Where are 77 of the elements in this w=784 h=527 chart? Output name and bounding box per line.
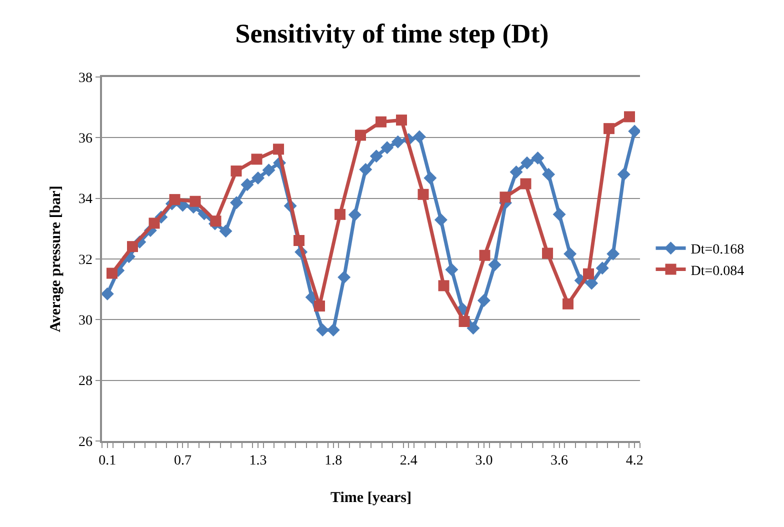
x-tick-label: 0.7: [174, 454, 192, 469]
point: [230, 166, 242, 177]
point: [126, 241, 138, 252]
point: [500, 192, 511, 203]
point: [240, 178, 254, 192]
x-tick-label: 1.3: [249, 454, 267, 469]
point: [252, 172, 265, 185]
point: [210, 216, 222, 227]
point: [477, 294, 490, 308]
point: [370, 150, 383, 163]
point: [326, 323, 340, 336]
point: [564, 247, 577, 260]
point: [359, 163, 372, 176]
y-axis-title: Average pressure [bar]: [48, 186, 64, 332]
legend-label: Dt=0.084: [690, 264, 744, 279]
x-axis-title: Time [years]: [330, 490, 412, 506]
point: [617, 168, 630, 181]
point: [348, 208, 362, 222]
point: [418, 188, 429, 200]
point: [606, 247, 620, 260]
point: [624, 111, 635, 122]
point: [628, 124, 640, 138]
point: [294, 235, 305, 246]
point: [552, 208, 566, 221]
x-tick-label: 2.4: [400, 454, 418, 469]
y-tick-label: 30: [78, 314, 92, 329]
point: [219, 224, 232, 238]
point: [458, 316, 470, 327]
point: [542, 248, 554, 259]
point: [169, 194, 180, 206]
point: [479, 250, 490, 261]
point: [520, 178, 532, 190]
x-tick-label: 3.0: [475, 454, 493, 469]
point: [396, 114, 407, 126]
x-tick-label: 4.2: [626, 454, 644, 469]
point: [380, 141, 394, 154]
point: [596, 262, 609, 275]
point: [510, 165, 523, 178]
chart-title: Sensitivity of time step (Dt): [235, 18, 549, 49]
x-tick-label: 0.1: [98, 454, 116, 469]
y-tick-label: 32: [78, 252, 92, 268]
x-tick-label: 3.6: [550, 454, 568, 469]
point: [562, 298, 574, 310]
point: [604, 123, 614, 134]
x-tick-label: 1.8: [324, 454, 342, 469]
point: [583, 268, 594, 280]
point: [102, 287, 114, 300]
point: [262, 164, 276, 177]
point: [273, 144, 284, 155]
point: [334, 208, 346, 220]
y-tick-label: 26: [78, 434, 92, 450]
point: [338, 270, 351, 284]
y-tick-label: 36: [78, 132, 92, 147]
point: [424, 172, 437, 185]
point: [488, 258, 502, 272]
point: [355, 130, 366, 141]
point: [438, 280, 450, 292]
point: [434, 213, 448, 226]
point: [314, 300, 326, 312]
point: [445, 263, 458, 276]
point: [316, 323, 330, 336]
point: [520, 156, 534, 170]
point: [412, 130, 426, 144]
legend-label: Dt=0.168: [690, 242, 744, 258]
y-tick-label: 38: [78, 70, 92, 86]
point: [375, 116, 386, 128]
point: [190, 196, 201, 207]
point: [106, 268, 118, 279]
y-tick-label: 28: [78, 374, 92, 390]
point: [230, 196, 243, 210]
point: [466, 322, 480, 335]
point: [391, 135, 404, 148]
point: [251, 154, 262, 165]
point: [531, 151, 544, 164]
point: [148, 218, 160, 229]
y-tick-label: 34: [78, 192, 92, 208]
point: [542, 168, 556, 181]
